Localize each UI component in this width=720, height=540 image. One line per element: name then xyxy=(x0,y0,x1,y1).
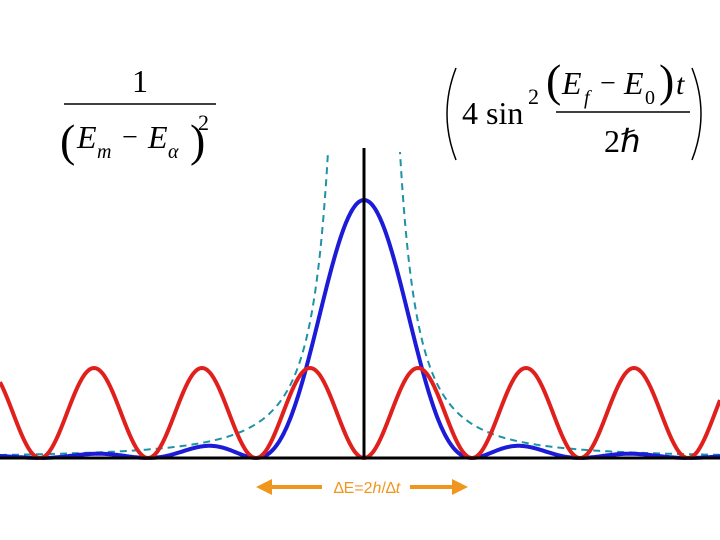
formula-coef: 4 sin xyxy=(462,95,523,131)
formula-var-e0: E xyxy=(623,65,644,101)
formula-sub-m: m xyxy=(97,141,111,163)
energy-width-label: ∆E=2h/∆t xyxy=(334,480,401,497)
arrow-right-head xyxy=(452,479,468,495)
formula-sub-0: 0 xyxy=(645,87,655,109)
formula-sub-alpha: α xyxy=(168,141,179,163)
formula-exponent: 2 xyxy=(198,110,209,135)
lorentzian-curve xyxy=(0,151,720,456)
formula-numerator: 1 xyxy=(132,63,148,99)
formula-paren-close: ) xyxy=(659,55,674,106)
big-paren-close xyxy=(691,67,702,161)
sin-squared-formula: 4 sin 2 ( E f − E 0 ) t 2ℏ xyxy=(446,55,702,161)
formula-exponent: 2 xyxy=(528,84,539,109)
formula-paren-open: ( xyxy=(546,55,561,106)
lorentzian-formula: 1 ( E m − E α ) 2 xyxy=(60,63,216,166)
formula-var-ef: E xyxy=(561,65,582,101)
sin-squared-curve xyxy=(0,365,720,461)
formula-paren-open: ( xyxy=(60,115,75,166)
formula-var-e: E xyxy=(147,119,168,155)
formula-sub-f: f xyxy=(584,87,592,109)
formula-minus: − xyxy=(122,122,138,153)
sinc-squared-curve xyxy=(0,197,720,460)
arrow-left-head xyxy=(256,479,272,495)
formula-var-e: E xyxy=(76,119,97,155)
formula-paren-close: ) xyxy=(190,115,205,166)
formula-denominator: 2ℏ xyxy=(604,123,640,159)
formula-minus: − xyxy=(600,68,616,99)
big-paren-open xyxy=(446,67,457,161)
energy-width-arrow: ∆E=2h/∆t xyxy=(256,479,468,497)
formula-t: t xyxy=(676,68,685,101)
